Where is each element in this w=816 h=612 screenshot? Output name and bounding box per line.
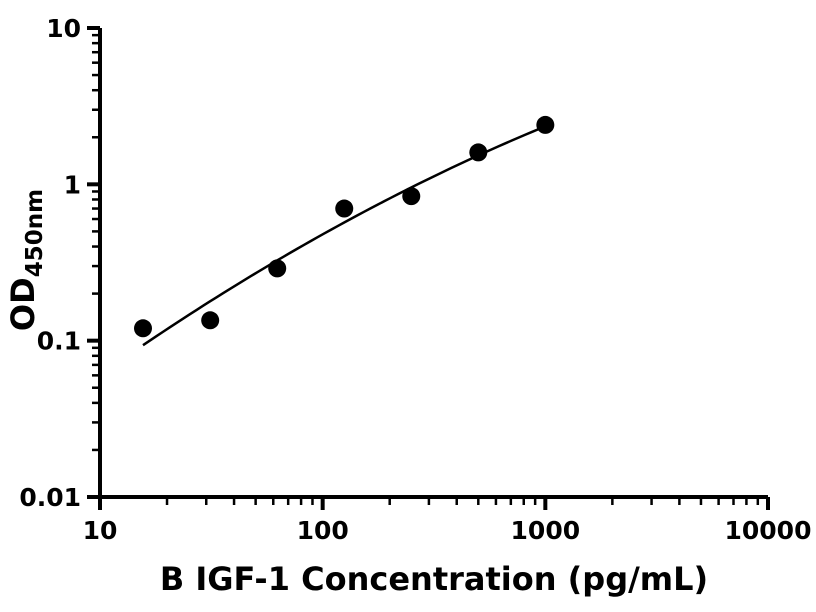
y-tick-label: 1 <box>64 170 81 199</box>
data-point <box>134 319 152 338</box>
data-point <box>201 311 220 330</box>
data-point <box>268 259 287 278</box>
x-tick-label: 10 <box>83 516 118 545</box>
data-point <box>402 187 421 206</box>
x-axis-title: B IGF-1 Concentration (pg/mL) <box>160 560 708 598</box>
y-axis-title-main: OD <box>4 277 42 331</box>
data-point <box>335 199 354 218</box>
data-point <box>469 143 488 162</box>
y-tick-label: 0.1 <box>37 327 81 356</box>
data-point <box>536 115 555 134</box>
y-axis-title: OD450nm <box>4 189 48 331</box>
trendline-path <box>142 125 546 347</box>
data-layer <box>134 115 555 347</box>
y-tick-label: 0.01 <box>19 483 81 512</box>
y-tick-label: 10 <box>46 14 81 43</box>
axis-spines <box>98 28 768 499</box>
x-tick-label: 10000 <box>725 516 812 545</box>
x-tick-label: 100 <box>297 516 349 545</box>
x-tick-label: 1000 <box>511 516 581 545</box>
axes-layer: 10 100 1000 10000 0.01 0.1 1 10 <box>19 14 811 545</box>
y-axis-title-subscript: 450nm <box>22 189 48 277</box>
